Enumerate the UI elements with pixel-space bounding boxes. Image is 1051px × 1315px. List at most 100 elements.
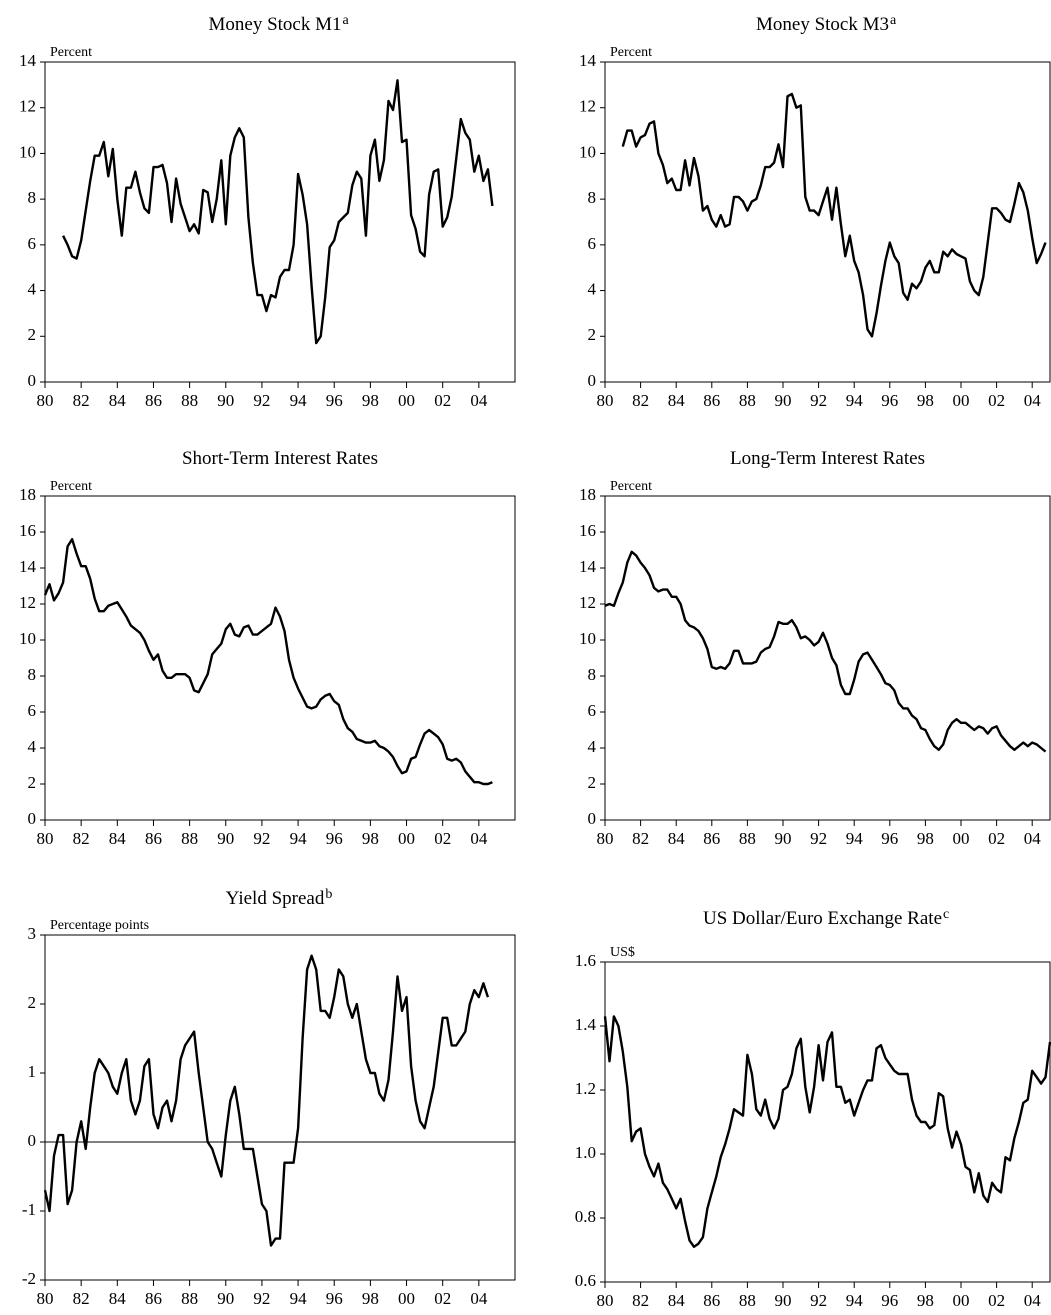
x-tick-label: 80	[597, 829, 614, 848]
y-tick-label: 6	[28, 234, 37, 253]
title-note: a	[343, 13, 350, 28]
x-tick-label: 90	[217, 829, 234, 848]
y-tick-label: 1.2	[575, 1079, 596, 1098]
y-tick-label: -2	[22, 1269, 36, 1288]
y-tick-label: 10	[19, 142, 36, 161]
y-tick-label: 3	[28, 924, 37, 943]
title-note: c	[943, 907, 949, 922]
x-tick-label: 84	[109, 391, 127, 410]
x-tick-label: 86	[145, 391, 162, 410]
plot-frame	[604, 961, 1051, 1283]
y-tick-label: 0	[588, 371, 597, 390]
x-tick-label: 98	[917, 829, 934, 848]
y-tick-label: 12	[579, 593, 596, 612]
x-tick-label: 04	[1024, 1291, 1042, 1310]
y-tick-label: 2	[588, 325, 597, 344]
x-tick-label: 02	[434, 829, 451, 848]
y-tick-label: 0.6	[575, 1271, 596, 1290]
y-tick-label: 0	[28, 809, 37, 828]
y-tick-label: 2	[588, 773, 597, 792]
x-tick-label: 82	[632, 391, 649, 410]
y-tick-label: 0	[588, 809, 597, 828]
y-axis-label: Percent	[610, 479, 652, 494]
y-tick-label: 16	[579, 521, 596, 540]
data-line	[604, 550, 1047, 753]
y-tick-label: 14	[579, 557, 597, 576]
y-tick-label: 0	[28, 1131, 37, 1150]
chart-title: Short-Term Interest Rates	[182, 448, 378, 469]
x-tick-label: 92	[253, 391, 270, 410]
y-tick-label: 10	[19, 629, 36, 648]
x-tick-label: 02	[988, 1291, 1005, 1310]
plot-frame	[44, 61, 516, 383]
x-tick-label: 90	[217, 1289, 234, 1308]
x-tick-label: 98	[362, 391, 379, 410]
x-tick-label: 88	[181, 829, 198, 848]
plot-frame	[44, 495, 516, 821]
chart-title: Yield Spread	[226, 888, 325, 909]
x-tick-label: 94	[290, 391, 308, 410]
data-line	[43, 538, 493, 786]
x-tick-label: 00	[398, 1289, 415, 1308]
chart-title: Money Stock M3	[756, 14, 889, 35]
chart-title: US Dollar/Euro Exchange Rate	[703, 908, 942, 929]
y-tick-label: 8	[588, 665, 597, 684]
x-tick-label: 86	[703, 1291, 720, 1310]
x-tick-label: 80	[597, 391, 614, 410]
x-tick-label: 04	[470, 391, 488, 410]
x-tick-label: 92	[810, 1291, 827, 1310]
y-axis-label: Percent	[50, 45, 92, 60]
x-tick-label: 92	[253, 1289, 270, 1308]
x-tick-label: 84	[668, 1291, 686, 1310]
y-tick-label: 12	[579, 97, 596, 116]
title-note: a	[890, 13, 897, 28]
x-tick-label: 88	[739, 1291, 756, 1310]
x-tick-label: 02	[434, 1289, 451, 1308]
y-tick-label: 1	[28, 1062, 37, 1081]
x-tick-label: 86	[145, 1289, 162, 1308]
x-tick-label: 82	[632, 1291, 649, 1310]
x-tick-label: 80	[597, 1291, 614, 1310]
y-tick-label: 6	[28, 701, 37, 720]
y-tick-label: 14	[19, 51, 37, 70]
plot-frame	[44, 934, 516, 1281]
x-tick-label: 90	[217, 391, 234, 410]
plot-frame	[604, 495, 1051, 821]
y-tick-label: 4	[588, 279, 597, 298]
x-tick-label: 94	[290, 1289, 308, 1308]
x-tick-label: 00	[953, 391, 970, 410]
y-tick-label: 18	[19, 485, 36, 504]
x-tick-label: 04	[470, 1289, 488, 1308]
x-tick-label: 94	[846, 829, 864, 848]
y-tick-label: 2	[28, 993, 37, 1012]
x-tick-label: 82	[73, 1289, 90, 1308]
y-tick-label: 12	[19, 593, 36, 612]
x-tick-label: 88	[181, 1289, 198, 1308]
data-line	[43, 954, 490, 1247]
y-axis-label: Percent	[610, 45, 652, 60]
x-tick-label: 04	[470, 829, 488, 848]
y-tick-label: 16	[19, 521, 36, 540]
data-line	[621, 92, 1047, 338]
x-tick-label: 84	[109, 1289, 127, 1308]
x-tick-label: 00	[398, 829, 415, 848]
x-tick-label: 88	[739, 391, 756, 410]
y-tick-label: 18	[579, 485, 596, 504]
y-axis-label: Percent	[50, 479, 92, 494]
x-tick-label: 84	[668, 391, 686, 410]
x-tick-label: 96	[881, 391, 898, 410]
y-tick-label: 0	[28, 371, 37, 390]
x-tick-label: 98	[917, 391, 934, 410]
x-tick-label: 02	[988, 391, 1005, 410]
x-tick-label: 00	[398, 391, 415, 410]
x-tick-label: 86	[703, 829, 720, 848]
x-tick-label: 94	[846, 391, 864, 410]
x-tick-label: 00	[953, 1291, 970, 1310]
x-tick-label: 96	[881, 1291, 898, 1310]
x-tick-label: 84	[109, 829, 127, 848]
title-note: b	[325, 887, 332, 902]
y-tick-label: 6	[588, 234, 597, 253]
y-tick-label: 4	[28, 737, 37, 756]
x-tick-label: 88	[739, 829, 756, 848]
